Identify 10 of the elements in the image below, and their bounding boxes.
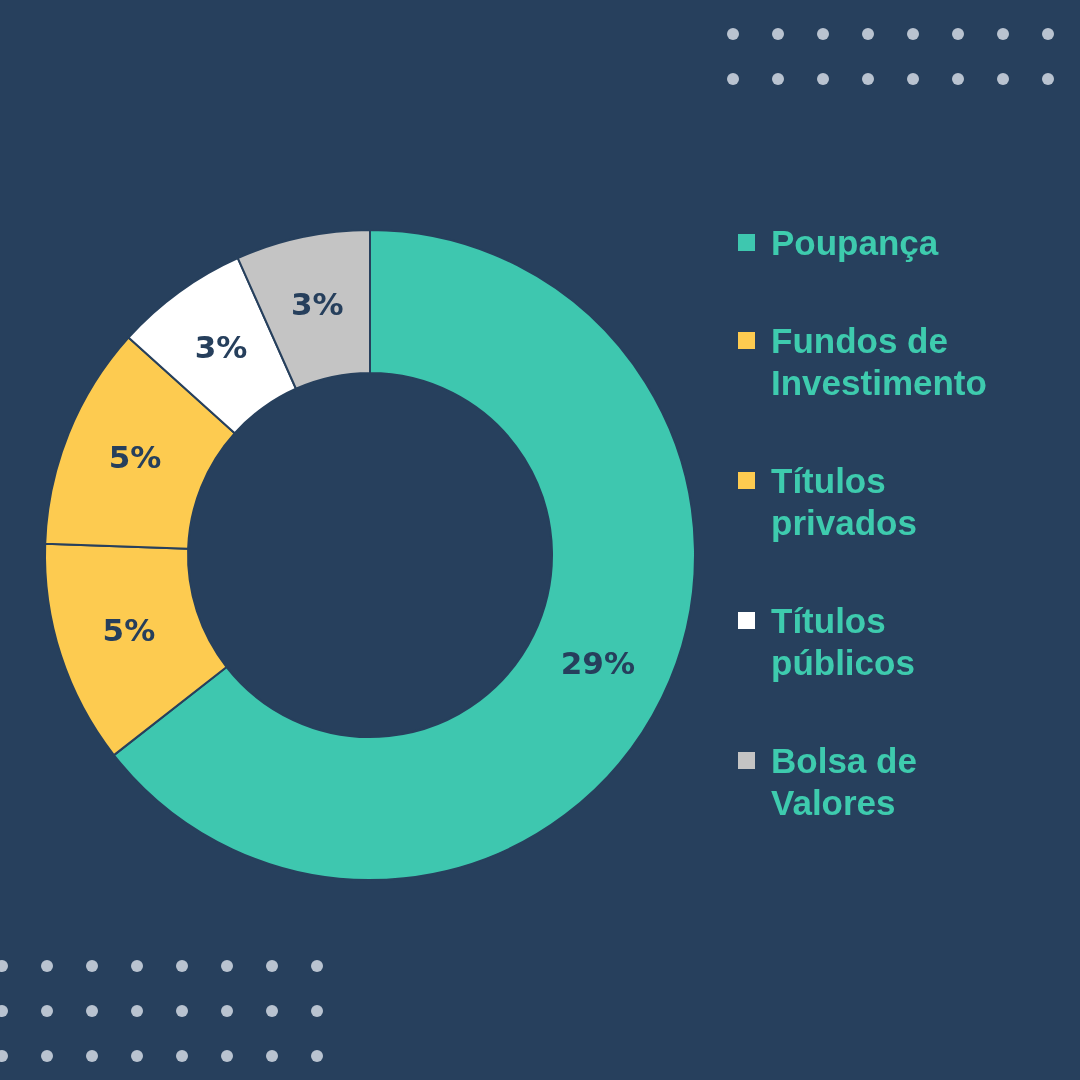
legend-label: Títulos públicos (771, 600, 916, 684)
legend-label: Bolsa de Valores (771, 740, 918, 824)
legend-label: Poupança (771, 222, 940, 264)
legend-label: Títulos privados (771, 460, 918, 544)
data-label: 5% (108, 439, 162, 476)
legend-label: Fundos de Investimento (771, 320, 988, 404)
data-label: 29% (560, 645, 635, 682)
data-label: 5% (102, 612, 156, 649)
data-label: 3% (290, 286, 344, 323)
data-label: 3% (194, 328, 248, 365)
